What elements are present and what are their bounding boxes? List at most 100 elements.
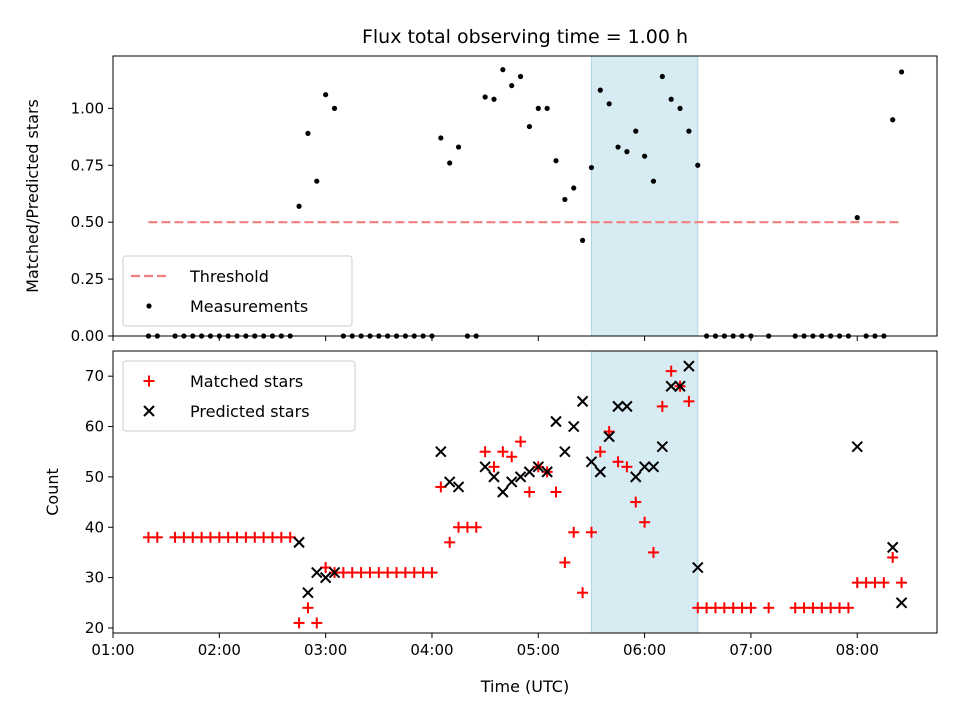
measurement-point xyxy=(579,237,586,243)
x-tick-label: 07:00 xyxy=(729,641,772,659)
predicted-star-marker xyxy=(302,587,314,599)
y-tick-label: 0.25 xyxy=(71,270,104,288)
legend-box xyxy=(122,255,353,327)
matched-star-marker xyxy=(523,486,535,498)
predicted-star-marker xyxy=(585,456,598,468)
measurement-point xyxy=(509,82,515,89)
matched-star-marker xyxy=(284,531,296,543)
legend-label: Predicted stars xyxy=(190,402,310,421)
legend-predicted-swatch xyxy=(143,405,155,417)
predicted-star-marker xyxy=(488,471,500,483)
predicted-star-marker xyxy=(638,461,651,473)
measurement-point xyxy=(455,144,462,150)
measurement-point xyxy=(491,96,497,102)
measurement-point xyxy=(544,105,550,111)
marker-stroke xyxy=(674,380,686,392)
marker-stroke xyxy=(851,440,863,453)
legend-measurement-swatch xyxy=(146,303,152,309)
marker-stroke xyxy=(612,400,624,413)
predicted-star-marker xyxy=(523,466,536,478)
predicted-star-marker xyxy=(443,476,456,488)
marker-stroke xyxy=(328,566,341,579)
y-tick-label: 1.00 xyxy=(71,99,104,117)
marker-stroke xyxy=(302,587,314,599)
marker-stroke xyxy=(550,415,562,428)
predicted-star-marker xyxy=(328,566,341,579)
matched-star-marker xyxy=(621,461,633,473)
predicted-star-marker xyxy=(568,420,580,433)
marker-stroke xyxy=(630,471,642,483)
measurement-point xyxy=(438,135,444,141)
legend: Matched stars Predicted stars xyxy=(122,360,356,432)
axes-frame xyxy=(112,55,938,337)
matched-star-marker xyxy=(763,602,775,614)
y-tick-label: 0.00 xyxy=(71,327,104,345)
y-tick-label: 50 xyxy=(85,468,104,486)
matched-star-marker xyxy=(515,436,527,448)
marker-stroke xyxy=(293,536,305,549)
legend: Threshold Measurements xyxy=(122,255,353,327)
marker-stroke xyxy=(886,541,899,554)
predicted-star-marker xyxy=(293,536,305,549)
marker-stroke xyxy=(497,486,509,498)
marker-stroke xyxy=(541,466,553,478)
matched-star-marker xyxy=(639,516,651,528)
x-tick-label: 02:00 xyxy=(198,641,241,659)
legend-box xyxy=(122,360,356,432)
x-axis-label: Time (UTC) xyxy=(480,677,569,696)
measurement-point xyxy=(482,94,488,100)
marker-stroke xyxy=(435,446,447,458)
matched-star-marker xyxy=(479,446,491,458)
measurement-point xyxy=(686,128,692,134)
marker-stroke xyxy=(452,481,465,493)
y-tick-label: 70 xyxy=(85,367,104,385)
y-axis-label: Count xyxy=(43,468,62,516)
marker-stroke xyxy=(506,476,518,488)
measurement-point xyxy=(553,158,559,164)
panel-count: 01:00 02:00 03:00 04:00 05:00 06:00 07:00 08:00… xyxy=(43,350,938,696)
predicted-star-marker xyxy=(886,541,899,554)
matched-star-marker xyxy=(293,617,305,629)
predicted-star-marker xyxy=(683,360,695,372)
measurement-point xyxy=(615,144,621,150)
panel-ratio: 0.00 0.25 0.50 0.75 1.00 Flux total observing… xyxy=(23,26,938,345)
measurement-point xyxy=(597,87,603,93)
marker-stroke xyxy=(568,420,580,433)
measurement-point xyxy=(323,92,329,98)
measurement-point xyxy=(633,128,639,134)
marker-stroke xyxy=(603,430,615,443)
predicted-star-marker xyxy=(479,461,491,473)
measurement-point xyxy=(562,196,568,203)
y-tick-label: 0.50 xyxy=(71,213,104,231)
matched-star-marker xyxy=(665,365,677,377)
x-tick-label: 08:00 xyxy=(836,641,879,659)
matched-star-marker xyxy=(577,587,589,599)
marker-stroke xyxy=(647,461,660,473)
predicted-star-marker xyxy=(532,461,544,473)
matched-star-marker xyxy=(550,486,562,498)
predicted-star-marker xyxy=(311,566,323,579)
marker-stroke xyxy=(656,440,669,453)
predicted-star-marker xyxy=(674,380,686,392)
y-axis-label: Matched/Predicted stars xyxy=(23,99,42,293)
predicted-star-marker xyxy=(851,440,863,453)
marker-stroke xyxy=(523,466,536,478)
measurement-point xyxy=(447,160,453,166)
matched-star-marker xyxy=(568,526,580,538)
x-tick-label: 04:00 xyxy=(410,641,453,659)
y-tick-label: 60 xyxy=(85,418,104,436)
measurement-point xyxy=(854,215,860,221)
matched-star-marker xyxy=(435,481,447,493)
measurement-point xyxy=(588,164,595,171)
predicted-star-marker xyxy=(497,486,509,498)
measurement-point xyxy=(305,130,311,136)
marker-stroke xyxy=(319,571,332,584)
predicted-star-marker xyxy=(630,471,642,483)
matched-star-marker xyxy=(612,456,624,468)
measurement-point xyxy=(526,123,533,130)
matched-star-marker xyxy=(506,451,518,463)
predicted-star-marker xyxy=(559,446,571,458)
measurement-point xyxy=(517,73,524,80)
